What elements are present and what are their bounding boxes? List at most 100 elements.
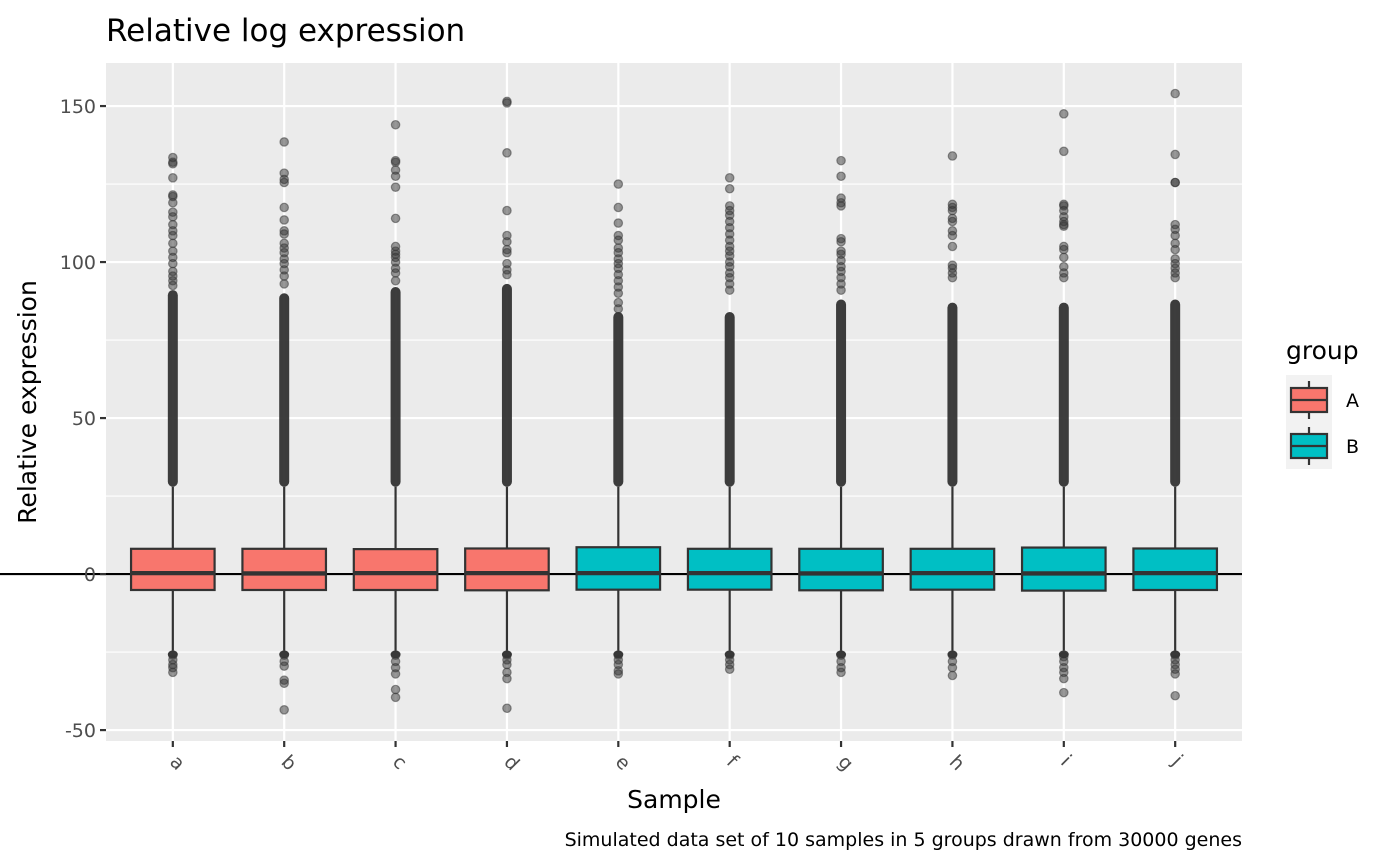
dense-outliers-high <box>501 283 512 487</box>
outlier-point <box>168 212 178 222</box>
outlier-point <box>390 182 401 192</box>
x-tick-label: c <box>388 751 411 774</box>
x-axis: a b c d e f g h i j <box>165 741 1187 775</box>
outlier-point <box>390 275 401 286</box>
legend-label: B <box>1346 436 1359 458</box>
outlier-point <box>502 148 512 158</box>
outlier-point <box>947 216 958 227</box>
outlier-point <box>1170 272 1180 283</box>
outlier-point <box>390 119 401 130</box>
y-tick-label: -50 <box>65 720 96 742</box>
legend-label: A <box>1346 390 1359 412</box>
outlier-point <box>836 155 846 166</box>
outlier-point <box>390 268 401 278</box>
outlier-point <box>279 202 289 213</box>
outlier-point <box>947 151 958 161</box>
dense-outliers-high <box>279 293 290 487</box>
box-h <box>909 547 996 591</box>
outlier-point <box>168 197 178 208</box>
outlier-point <box>724 285 735 295</box>
box-a <box>129 547 216 592</box>
x-tick-label: j <box>1167 750 1187 770</box>
outlier-point <box>502 659 512 670</box>
outlier-point <box>1059 272 1069 283</box>
outlier-point <box>279 704 289 715</box>
outlier-point <box>390 684 401 695</box>
dense-outliers-high <box>947 302 958 487</box>
x-tick-label: i <box>1056 751 1075 770</box>
outlier-point <box>1059 687 1069 698</box>
outlier-point <box>279 137 289 147</box>
outlier-point <box>390 157 401 168</box>
outlier-point <box>613 235 624 246</box>
plot-panel <box>0 63 1242 741</box>
box-b <box>241 547 328 592</box>
boxplots <box>129 486 1219 651</box>
outlier-point <box>390 669 401 679</box>
outlier-point <box>168 280 178 291</box>
outlier-point <box>1170 244 1180 255</box>
x-tick-label: b <box>277 751 301 775</box>
y-tick-label: 50 <box>72 408 96 430</box>
outlier-point <box>502 236 512 247</box>
outlier-point <box>1059 146 1069 157</box>
x-tick-label: g <box>834 751 858 775</box>
outlier-point <box>502 673 512 684</box>
outlier-point <box>947 670 958 681</box>
outlier-point <box>279 229 289 239</box>
outlier-point <box>947 205 958 216</box>
x-axis-title: Sample <box>627 785 721 814</box>
chart-title: Relative log expression <box>106 13 465 49</box>
outlier-point <box>502 247 512 258</box>
dense-outliers-high <box>390 287 401 487</box>
outlier-point <box>390 171 401 182</box>
outlier-point <box>613 179 624 189</box>
box-j <box>1132 547 1219 592</box>
outlier-point <box>1170 149 1180 160</box>
outlier-point <box>947 241 958 252</box>
box-g <box>798 547 884 592</box>
outlier-point <box>836 236 846 247</box>
dense-outliers-high <box>836 299 847 487</box>
x-tick-label: h <box>945 751 969 775</box>
x-tick-label: d <box>499 751 523 775</box>
outlier-point <box>836 667 846 678</box>
outlier-point <box>390 692 401 703</box>
outlier-point <box>724 183 735 194</box>
outlier-point <box>1170 88 1180 99</box>
box-i <box>1020 546 1107 592</box>
outlier-point <box>1059 673 1069 684</box>
outlier-point <box>279 215 289 225</box>
y-tick-label: 150 <box>60 96 96 118</box>
outlier-point <box>502 205 512 216</box>
minor-gridlines <box>106 183 1242 653</box>
box-c <box>352 548 439 592</box>
x-tick-label: f <box>722 751 743 772</box>
outlier-point <box>613 218 624 228</box>
outlier-point <box>1059 244 1069 255</box>
y-tick-label: 100 <box>60 252 96 274</box>
legend-title: group <box>1286 336 1359 365</box>
y-axis: -50 0 50 100 150 <box>60 96 106 742</box>
outlier-point <box>1170 230 1180 241</box>
outlier-point <box>502 703 512 714</box>
outlier-point <box>168 258 178 269</box>
outlier-point <box>947 230 958 241</box>
outlier-points <box>167 88 1181 715</box>
outlier-point <box>279 279 289 289</box>
outlier-point <box>613 202 624 213</box>
outlier-point <box>836 285 846 295</box>
legend: group A B <box>1286 336 1359 469</box>
outlier-point <box>947 272 958 283</box>
y-tick-label: 0 <box>84 564 96 586</box>
outlier-point <box>168 667 178 678</box>
outlier-point <box>1059 221 1069 231</box>
outlier-point <box>836 201 846 211</box>
outlier-point <box>1059 109 1069 119</box>
caption: Simulated data set of 10 samples in 5 gr… <box>565 829 1242 851</box>
outlier-point <box>613 304 624 314</box>
outlier-point <box>613 669 624 679</box>
outlier-point <box>724 173 735 183</box>
x-tick-label: a <box>165 751 189 775</box>
